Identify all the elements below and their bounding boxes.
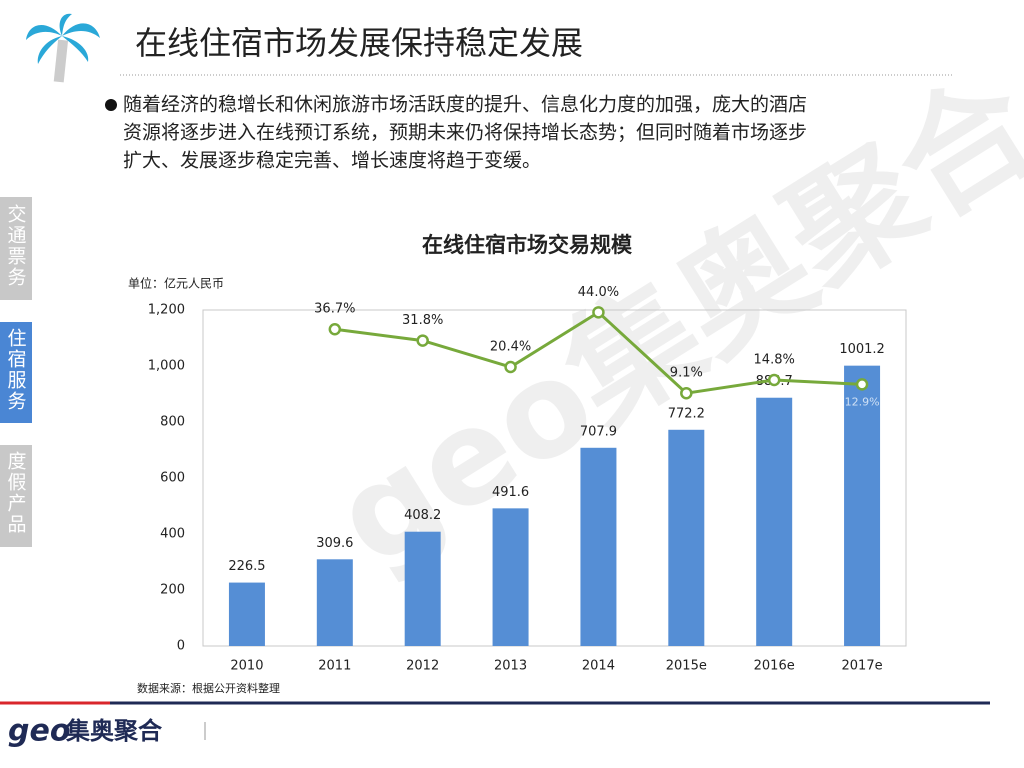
chart-title: 在线住宿市场交易规模 [422,233,633,257]
palm-icon [26,13,100,83]
line-value-label: 14.8% [754,352,795,367]
x-tick-label: 2017e [842,659,883,674]
bar-value-label: 772.2 [668,406,705,421]
x-tick-label: 2015e [666,659,707,674]
logo-text: 集奥聚合 [65,717,163,745]
x-tick-label: 2013 [494,659,527,674]
bar-value-label: 707.9 [580,424,617,439]
y-tick-label: 1,200 [148,303,185,318]
x-tick-label: 2010 [230,659,263,674]
bar-value-label: 226.5 [228,559,265,574]
plot-frame [202,309,907,647]
line-value-label: 44.0% [578,285,619,300]
x-tick-label: 2012 [406,659,439,674]
line-value-label: 9.1% [670,366,703,381]
line-marker [592,306,605,319]
line-value-label: 12.9% [845,395,880,408]
line-value-label: 31.8% [402,313,443,328]
x-tick-label: 2014 [582,659,615,674]
bar-value-label: 408.2 [404,508,441,523]
logo-prefix: geo [8,714,70,749]
bar-value-label: 1001.2 [839,342,885,357]
tab[interactable] [0,445,32,547]
bar [580,447,617,646]
y-tick-label: 400 [160,527,185,542]
bar [404,531,441,646]
unit-label: 单位：亿元人民币 [128,276,224,291]
slide-title: 在线住宿市场发展保持稳定发展 [135,24,583,62]
line-marker [416,334,429,347]
bar [492,508,529,646]
bar [844,365,881,646]
line-marker [855,378,869,391]
y-tick-label: 200 [160,583,185,598]
bar [668,429,705,646]
bar [228,582,265,646]
bar-value-label: 491.6 [492,485,529,500]
tab[interactable] [0,197,32,300]
line-value-label: 36.7% [314,302,355,317]
tab-active[interactable] [0,322,32,423]
bar-value-label: 309.6 [316,536,353,551]
tab-label[interactable]: 度假产品 [5,451,27,535]
line-value-label: 20.4% [490,340,531,355]
y-tick-label: 0 [177,639,185,654]
y-tick-label: 600 [160,471,185,486]
bullet-line: 资源将逐步进入在线预订系统，预期未来仍将保持增长态势；但同时随着市场逐步 [123,122,807,144]
bullet-dot [105,99,117,111]
x-tick-label: 2011 [318,659,351,674]
line-marker [767,373,781,387]
bullet-line: 扩大、发展逐步稳定完善、增长速度将趋于变缓。 [123,150,541,172]
bar [756,397,793,646]
bar [316,559,353,646]
x-tick-label: 2016e [754,659,795,674]
line-marker [328,322,342,336]
y-tick-label: 1,000 [148,359,185,374]
y-tick-label: 800 [160,415,185,430]
line-marker [680,386,693,400]
tab-label[interactable]: 住宿服务 [5,328,27,412]
source-note: 数据来源：根据公开资料整理 [137,681,280,695]
bullet-line: 随着经济的稳增长和休闲旅游市场活跃度的提升、信息化力度的加强，庞大的酒店 [123,94,807,116]
tab-label[interactable]: 交通票务 [5,204,27,288]
line-marker [504,360,517,374]
